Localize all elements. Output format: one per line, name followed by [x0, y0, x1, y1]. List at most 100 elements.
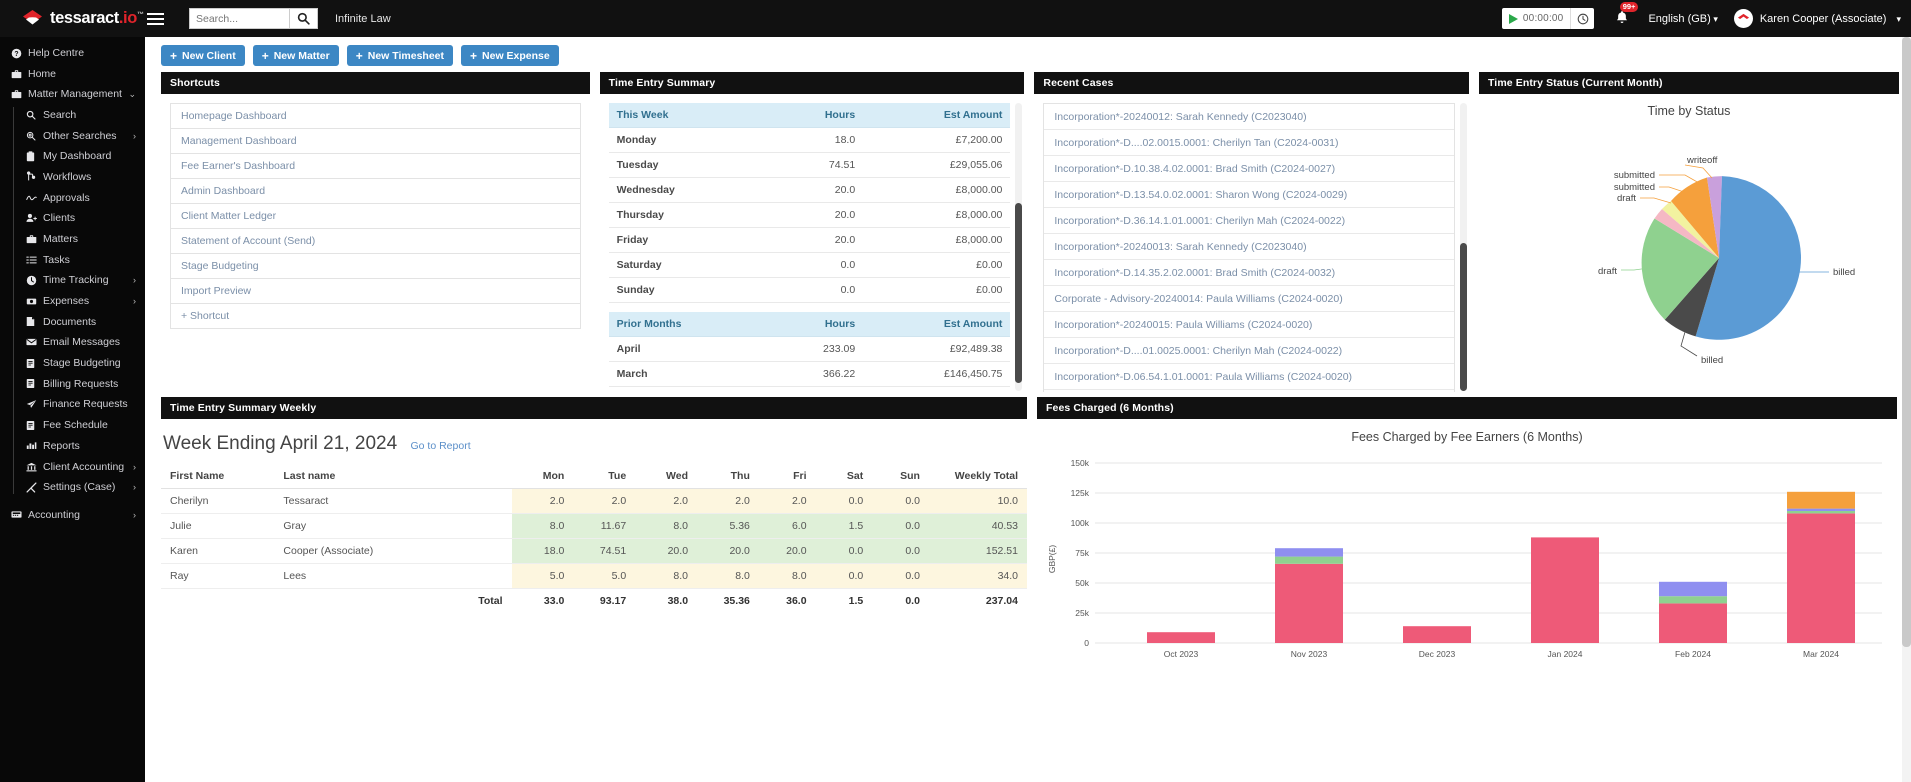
list-item[interactable]: Incorporation*-D....02.0015.0001: Cheril… [1044, 130, 1454, 156]
sidebar-item-other-searches[interactable]: Other Searches › [12, 125, 145, 146]
signature-icon [26, 193, 43, 202]
recent-cases-scrollbar[interactable] [1459, 103, 1467, 391]
shortcut-item[interactable]: Client Matter Ledger [171, 204, 580, 229]
list-item[interactable]: Incorporation*-D.06.54.1.01.0001: Paula … [1044, 364, 1454, 390]
time-entry-scrollbar[interactable] [1015, 103, 1023, 391]
sidebar-item-help-centre[interactable]: ? Help Centre [0, 43, 145, 64]
hours-value: 20.0 [768, 177, 864, 203]
shortcut-item[interactable]: Homepage Dashboard [171, 104, 580, 129]
bar-segment-c [1659, 581, 1727, 597]
pie-chart-title: Time by Status [1647, 104, 1731, 118]
sidebar-item-workflows[interactable]: Workflows [12, 167, 145, 188]
menu-toggle-icon[interactable] [147, 12, 164, 25]
go-to-report-link[interactable]: Go to Report [410, 440, 471, 452]
table-total-row: Total 33.0 93.17 38.0 35.36 36.0 1.5 0.0… [161, 589, 1027, 614]
list-item[interactable]: Incorporation*-D.36.14.1.01.0001: Cheril… [1044, 208, 1454, 234]
sidebar-label: Client Accounting [43, 460, 125, 473]
svg-text:?: ? [14, 51, 18, 58]
sidebar-item-my-dashboard[interactable]: My Dashboard [12, 146, 145, 167]
bar-segment-a [1531, 537, 1599, 643]
new-expense-button[interactable]: + New Expense [461, 45, 559, 66]
button-label: New Client [182, 49, 236, 62]
timer-clock-icon[interactable] [1570, 8, 1594, 29]
list-item[interactable]: Incorporation*-20240012: Sarah Kennedy (… [1044, 104, 1454, 130]
sidebar-item-time-tracking[interactable]: Time Tracking › [12, 270, 145, 291]
add-shortcut-item[interactable]: + Shortcut [171, 304, 580, 329]
day-label: Sunday [608, 277, 769, 303]
sidebar-item-approvals[interactable]: Approvals [12, 187, 145, 208]
sidebar-item-billing-requests[interactable]: Billing Requests [12, 373, 145, 394]
workflow-icon [26, 171, 43, 182]
shortcut-item[interactable]: Statement of Account (Send) [171, 229, 580, 254]
sidebar-item-home[interactable]: Home [0, 64, 145, 85]
list-item[interactable]: Incorporation*-D.09.57.4.01.0001: Paula … [1044, 390, 1454, 392]
user-menu[interactable]: Karen Cooper (Associate) ▾ [1760, 13, 1901, 25]
weekly-timesheet-table: First Name Last name Mon Tue Wed Thu Fri… [161, 464, 1027, 613]
sidebar-item-stage-budgeting[interactable]: Stage Budgeting [12, 353, 145, 374]
sidebar-item-client-accounting[interactable]: Client Accounting › [12, 456, 145, 477]
scrollbar-thumb[interactable] [1459, 243, 1467, 391]
dashboard-row-bottom: Time Entry Summary Weekly Week Ending Ap… [145, 397, 1911, 675]
list-item[interactable]: Incorporation*-D.13.54.0.02.0001: Sharon… [1044, 182, 1454, 208]
col-this-week: This Week [608, 103, 769, 128]
avatar[interactable] [1733, 9, 1753, 28]
search-button[interactable] [289, 8, 318, 29]
total-weekly: 237.04 [985, 595, 1018, 607]
col-est-amount: Est Amount [863, 311, 1011, 337]
bar-segment-a [1275, 563, 1343, 643]
list-item[interactable]: Incorporation*-D.10.38.4.02.0001: Brad S… [1044, 156, 1454, 182]
hours-value: 233.09 [768, 336, 864, 362]
sidebar-item-reports[interactable]: Reports [12, 436, 145, 457]
ytick-100k: 100k [1071, 518, 1090, 528]
list-item[interactable]: Incorporation*-20240015: Paula Williams … [1044, 312, 1454, 338]
shortcut-item[interactable]: Stage Budgeting [171, 254, 580, 279]
sidebar-item-finance-requests[interactable]: Finance Requests [12, 394, 145, 415]
shortcut-item[interactable]: Admin Dashboard [171, 179, 580, 204]
sidebar-item-settings-case[interactable]: Settings (Case) › [12, 477, 145, 498]
sidebar-item-clients[interactable]: Clients [12, 208, 145, 229]
chart-gridlines [1095, 462, 1882, 644]
xtick-jan-2024: Jan 2024 [1548, 649, 1583, 659]
pie-label-writeoff: writeoff [1686, 155, 1718, 166]
brand-logo-area[interactable]: tessaract.io™ [22, 9, 144, 28]
sidebar-item-expenses[interactable]: Expenses › [12, 291, 145, 312]
shortcut-item[interactable]: Fee Earner's Dashboard [171, 154, 580, 179]
col-first-name: First Name [161, 464, 275, 489]
list-item[interactable]: Incorporation*-D.14.35.2.02.0001: Brad S… [1044, 260, 1454, 286]
chevron-down-icon: ⌄ [128, 88, 136, 99]
shortcut-item[interactable]: Import Preview [171, 279, 580, 304]
timer-widget[interactable]: 00:00:00 [1501, 8, 1595, 29]
sidebar-item-documents[interactable]: Documents [12, 311, 145, 332]
total-fri: 36.0 [786, 595, 807, 607]
fri-cell: 2.0 [758, 488, 816, 514]
list-item[interactable]: Incorporation*-D....01.0025.0001: Cheril… [1044, 338, 1454, 364]
search-input[interactable] [189, 8, 289, 29]
sidebar-item-tasks[interactable]: Tasks [12, 249, 145, 270]
list-item[interactable]: Corporate - Advisory-20240014: Paula Wil… [1044, 286, 1454, 312]
tue-cell: 11.67 [573, 513, 636, 539]
bar-segment-a [1787, 513, 1855, 643]
amount-value: £8,000.00 [863, 227, 1011, 253]
search-plus-icon [26, 131, 43, 141]
new-client-button[interactable]: + New Client [161, 45, 245, 66]
new-matter-button[interactable]: + New Matter [252, 45, 339, 66]
sidebar-item-email-messages[interactable]: Email Messages [12, 332, 145, 353]
sidebar-item-matters[interactable]: Matters [12, 229, 145, 250]
new-timesheet-button[interactable]: + New Timesheet [346, 45, 454, 66]
language-selector[interactable]: English (GB) ▾ [1648, 12, 1718, 25]
sidebar-item-matter-management[interactable]: Matter Management ⌄ [0, 84, 145, 105]
dashboard-row-top: Shortcuts Homepage Dashboard Management … [145, 72, 1911, 393]
brand-name: tessaract.io™ [50, 9, 144, 27]
list-item[interactable]: Incorporation*-20240013: Sarah Kennedy (… [1044, 234, 1454, 260]
topbar-right-group: 00:00:00 99+ English (GB) ▾ [1501, 1, 1901, 29]
page-scrollbar[interactable] [1902, 37, 1911, 782]
notifications-button[interactable]: 99+ [1612, 1, 1639, 28]
timer-play-icon[interactable] [1502, 13, 1523, 24]
sidebar-item-accounting[interactable]: Accounting › [0, 505, 145, 526]
sidebar-item-fee-schedule[interactable]: Fee Schedule [12, 415, 145, 436]
shortcut-item[interactable]: Management Dashboard [171, 129, 580, 154]
sidebar-item-search[interactable]: Search [12, 105, 145, 126]
page-scrollbar-thumb[interactable] [1902, 37, 1911, 647]
mon-cell: 5.0 [511, 563, 574, 589]
scrollbar-thumb[interactable] [1015, 203, 1023, 383]
